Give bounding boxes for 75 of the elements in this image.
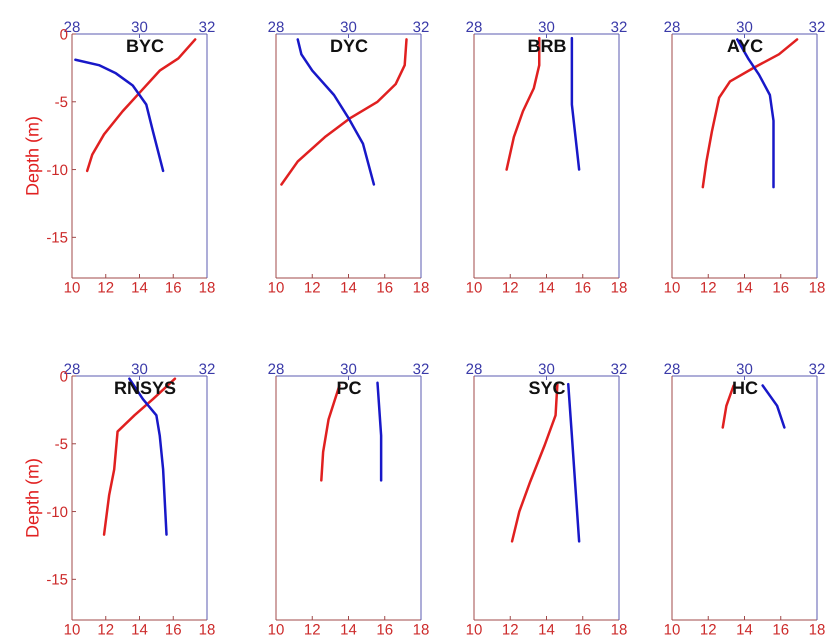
x2-tick-label: 28 <box>466 19 482 36</box>
x2-tick-label: 28 <box>268 19 284 36</box>
x2-tick-label: 32 <box>610 19 628 36</box>
y-tick-label: -5 <box>54 436 68 454</box>
x2-tick-label: 32 <box>808 361 826 378</box>
y-tick-label: -15 <box>46 572 68 589</box>
x-tick-label: 10 <box>268 280 284 297</box>
x-tick-label: 16 <box>574 280 592 297</box>
x-tick-label: 10 <box>64 622 80 639</box>
x-tick-label: 10 <box>664 622 680 639</box>
x-tick-label: 16 <box>164 280 182 297</box>
x-tick-label: 18 <box>412 622 430 639</box>
chart-title: BYC <box>124 36 165 57</box>
line-series <box>86 38 196 172</box>
x-tick-label: 16 <box>772 622 790 639</box>
y-axis-title: Depth (m) <box>22 458 42 538</box>
y-tick-label: -10 <box>46 162 68 179</box>
x2-tick-label: 30 <box>131 19 148 36</box>
x-tick-label: 16 <box>574 622 592 639</box>
x2-tick-label: 30 <box>340 19 357 36</box>
x-tick-label: 18 <box>412 280 430 297</box>
x-tick-label: 12 <box>304 280 321 297</box>
x-tick-label: 14 <box>736 622 753 639</box>
x-tick-label: 16 <box>376 622 394 639</box>
x2-tick-label: 32 <box>412 19 430 36</box>
x2-tick-label: 32 <box>198 19 216 36</box>
x2-tick-label: 30 <box>340 361 357 378</box>
chart-title: HC <box>731 378 759 399</box>
x-tick-label: 10 <box>268 622 284 639</box>
x-tick-label: 14 <box>340 280 357 297</box>
x-tick-label: 10 <box>664 280 680 297</box>
x-tick-label: 12 <box>700 280 717 297</box>
y-tick-label: -10 <box>46 504 68 521</box>
y-axis-title: Depth (m) <box>22 116 42 196</box>
x2-tick-label: 32 <box>610 361 628 378</box>
x2-tick-label: 32 <box>412 361 430 378</box>
x-tick-label: 12 <box>97 622 114 639</box>
x-tick-label: 18 <box>198 622 216 639</box>
x2-tick-label: 32 <box>198 361 216 378</box>
x2-tick-label: 28 <box>664 19 680 36</box>
x-tick-label: 18 <box>610 280 628 297</box>
x2-tick-label: 32 <box>808 19 826 36</box>
x-tick-label: 18 <box>610 622 628 639</box>
x-tick-label: 12 <box>502 622 519 639</box>
y-tick-label: -15 <box>46 230 68 247</box>
line-series <box>102 377 176 536</box>
x-tick-label: 16 <box>376 280 394 297</box>
x-tick-label: 18 <box>808 622 826 639</box>
x-tick-label: 12 <box>700 622 717 639</box>
x-tick-label: 16 <box>772 280 790 297</box>
x-tick-label: 10 <box>466 622 482 639</box>
x-tick-label: 18 <box>198 280 216 297</box>
x-tick-label: 14 <box>131 622 148 639</box>
x-tick-label: 10 <box>64 280 80 297</box>
x-tick-label: 12 <box>502 280 519 297</box>
x-tick-label: 12 <box>97 280 114 297</box>
x-tick-label: 14 <box>538 280 555 297</box>
x-tick-label: 10 <box>466 280 482 297</box>
x2-tick-label: 28 <box>466 361 482 378</box>
x-tick-label: 14 <box>538 622 555 639</box>
x-tick-label: 14 <box>340 622 357 639</box>
x2-tick-label: 30 <box>538 19 555 36</box>
x2-tick-label: 28 <box>268 361 284 378</box>
x2-tick-label: 28 <box>664 361 680 378</box>
x-tick-label: 14 <box>736 280 753 297</box>
x-tick-label: 16 <box>164 622 182 639</box>
y-tick-label: -5 <box>54 94 68 112</box>
x-tick-label: 14 <box>131 280 148 297</box>
x2-tick-label: 30 <box>736 361 753 378</box>
x2-tick-label: 30 <box>736 19 753 36</box>
x-tick-label: 12 <box>304 622 321 639</box>
x-tick-label: 18 <box>808 280 826 297</box>
x2-tick-label: 30 <box>131 361 148 378</box>
x2-tick-label: 30 <box>538 361 555 378</box>
chart-title: DYC <box>328 36 369 57</box>
